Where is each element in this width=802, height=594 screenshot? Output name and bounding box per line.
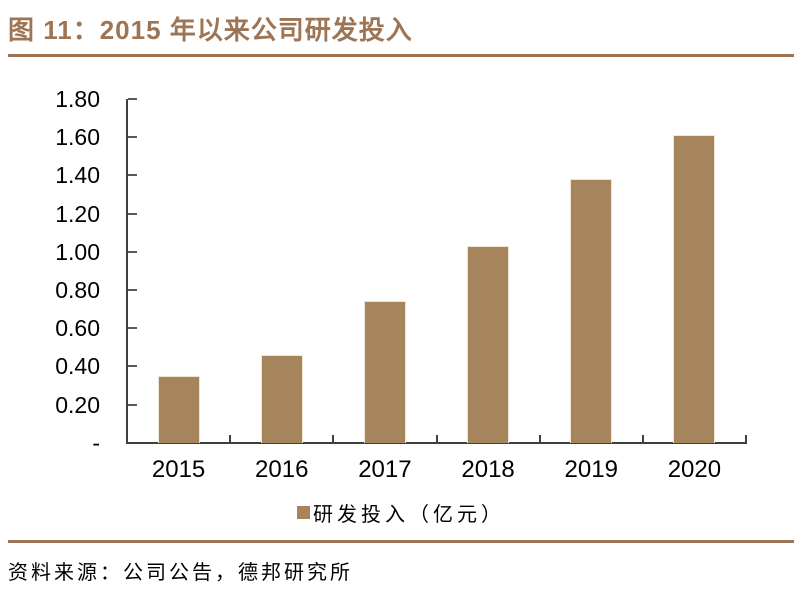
x-axis-label: 2018 <box>461 456 515 483</box>
x-axis-category-tick <box>229 434 232 444</box>
x-axis-category-tick <box>538 434 541 444</box>
y-axis-label: 0.60 <box>55 315 100 342</box>
x-axis-label: 2016 <box>255 456 309 483</box>
y-axis-label: 0.80 <box>55 276 100 303</box>
y-axis-tick <box>128 288 137 291</box>
x-axis-label: 2019 <box>564 456 618 483</box>
bar-2020 <box>673 135 716 443</box>
y-axis-label: 1.80 <box>55 86 100 113</box>
y-axis-tick <box>128 174 137 177</box>
bar-2019 <box>570 179 613 443</box>
y-axis-tick <box>128 250 137 253</box>
y-axis-label: 1.40 <box>55 162 100 189</box>
x-axis-category-tick <box>745 434 747 444</box>
x-axis-category-tick <box>641 434 644 444</box>
chart-legend: 研发投入（亿元） <box>0 498 802 526</box>
y-axis-label: - <box>92 429 100 456</box>
bar-2016 <box>260 354 303 443</box>
x-axis-label: 2015 <box>151 456 206 483</box>
y-axis-label: 0.40 <box>55 353 100 380</box>
x-axis-category-tick <box>332 434 335 444</box>
bar-2017 <box>363 301 406 443</box>
footer-divider <box>8 540 794 543</box>
y-axis-label: 0.20 <box>55 391 100 418</box>
legend-label: 研发投入（亿元） <box>313 503 505 526</box>
y-axis-line <box>126 99 128 444</box>
y-axis-tick <box>128 403 137 406</box>
bar-2018 <box>467 246 510 443</box>
y-axis-tick <box>128 136 137 139</box>
y-axis-label: 1.60 <box>55 124 100 151</box>
title-divider <box>8 54 794 57</box>
y-axis-tick <box>128 365 137 368</box>
y-axis-tick <box>128 327 137 330</box>
y-axis-label: 1.20 <box>55 200 100 227</box>
bar-2015 <box>157 375 200 443</box>
y-axis-tick <box>128 98 137 101</box>
page-title: 图 11：2015 年以来公司研发投入 <box>8 15 413 45</box>
y-axis-tick <box>128 212 137 215</box>
legend-square-icon <box>297 505 310 519</box>
x-axis-category-tick <box>435 434 438 444</box>
y-axis-label: 1.00 <box>55 238 100 265</box>
x-axis-label: 2020 <box>667 456 722 483</box>
source-text: 资料来源：公司公告，德邦研究所 <box>8 562 353 584</box>
x-axis-label: 2017 <box>358 456 412 483</box>
